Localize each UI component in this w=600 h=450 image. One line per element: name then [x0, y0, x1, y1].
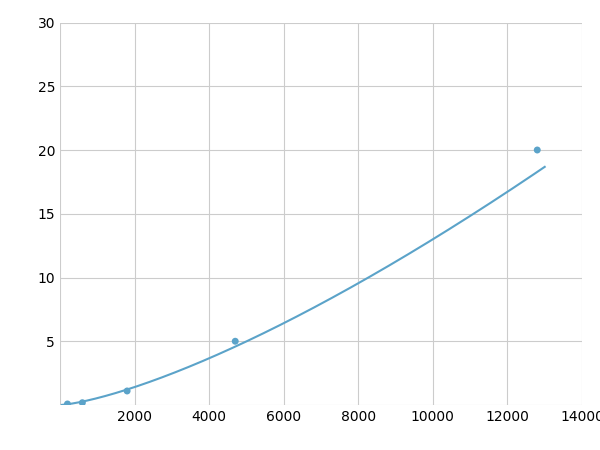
Point — [122, 387, 132, 395]
Point — [62, 400, 72, 408]
Point — [230, 338, 240, 345]
Point — [77, 399, 87, 406]
Point — [532, 146, 542, 153]
